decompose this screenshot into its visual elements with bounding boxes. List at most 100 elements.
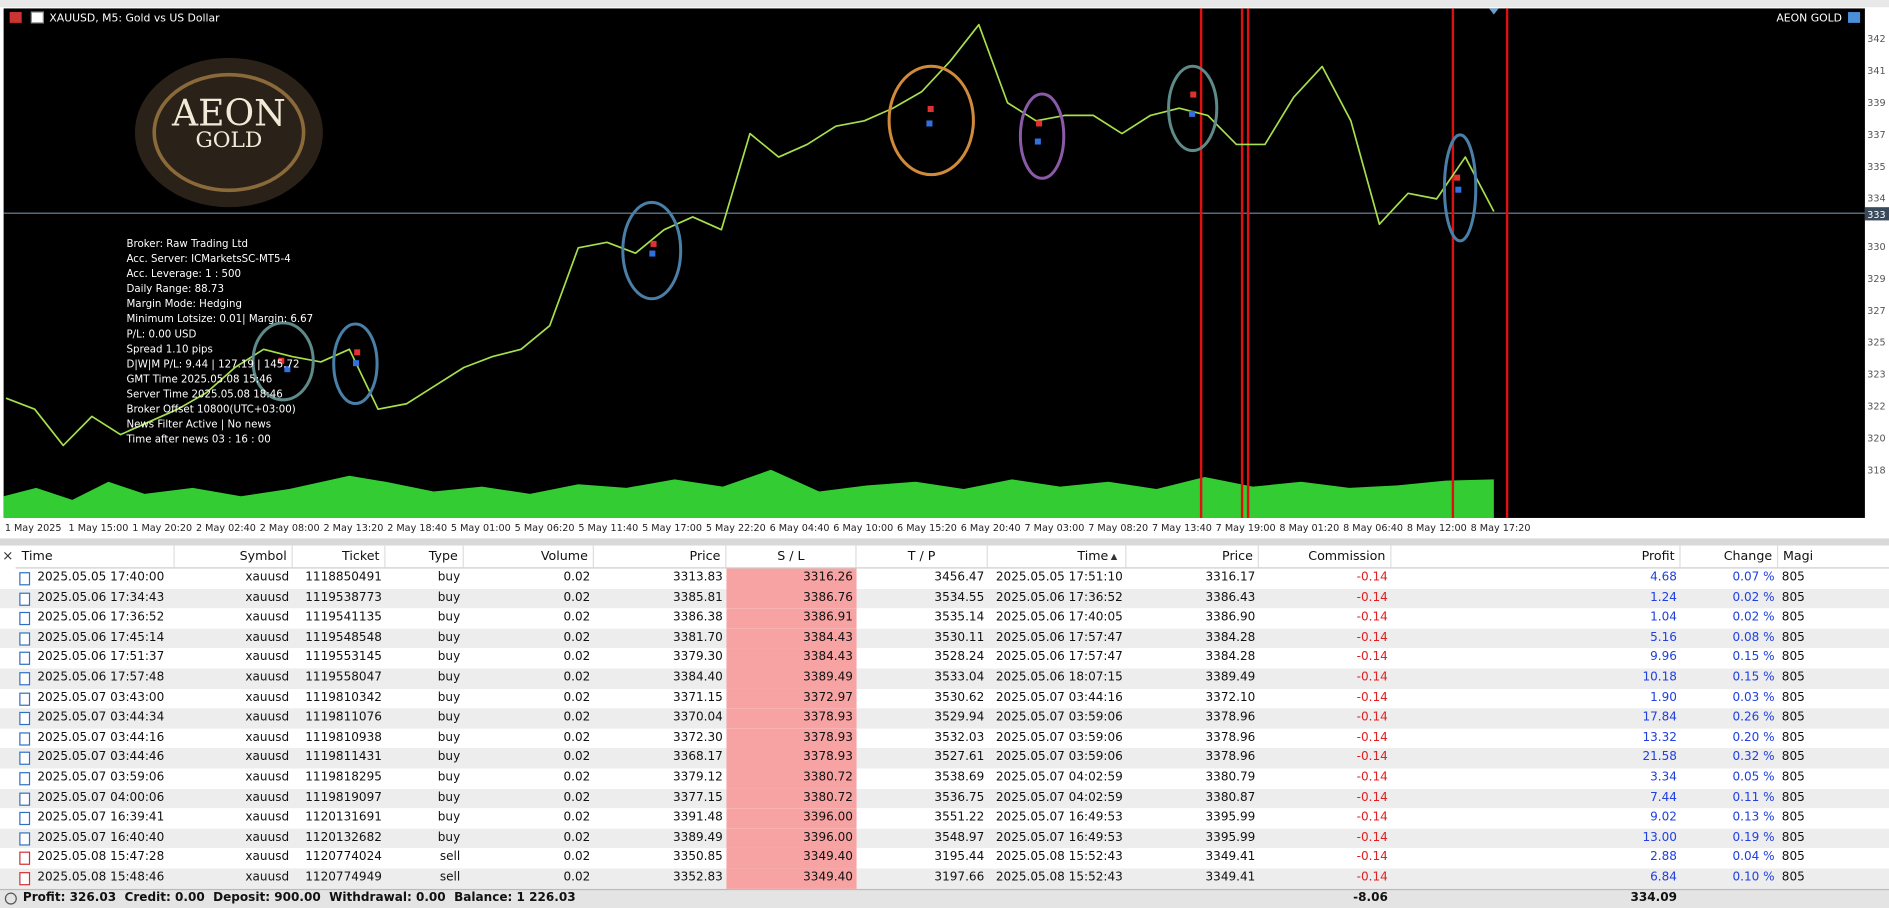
trade-row[interactable]: 2025.05.06 17:34:43 xauusd 1119538773 buy 0.… xyxy=(0,588,1889,609)
column-header[interactable]: Price xyxy=(594,545,727,568)
table-cell: 4.68 xyxy=(1650,570,1677,585)
x-axis-label: 5 May 22:20 xyxy=(706,523,766,534)
table-cell: xauusd xyxy=(245,650,290,665)
column-header[interactable]: Volume xyxy=(464,545,594,568)
table-cell: xauusd xyxy=(245,790,290,805)
table-cell: xauusd xyxy=(245,730,290,745)
table-cell: 3378.93 xyxy=(726,708,857,729)
table-cell: xauusd xyxy=(245,690,290,705)
table-cell: buy xyxy=(437,810,461,825)
table-cell: 3530.11 xyxy=(934,630,985,645)
info-line: Acc. Leverage: 1 : 500 xyxy=(126,269,241,280)
trade-row[interactable]: 2025.05.08 15:48:46 xauusd 1120774949 sell 0… xyxy=(0,868,1889,889)
close-button[interactable]: × xyxy=(2,548,14,564)
trade-row[interactable]: 2025.05.07 03:44:46 xauusd 1119811431 buy 0.… xyxy=(0,748,1889,769)
table-cell: 3349.40 xyxy=(726,848,857,869)
trade-circle xyxy=(1018,92,1066,180)
column-header[interactable]: Price xyxy=(1126,545,1259,568)
x-axis-label: 8 May 01:20 xyxy=(1279,523,1339,534)
info-line: Time after news 03 : 16 : 00 xyxy=(125,435,270,446)
table-cell: 3316.26 xyxy=(726,568,857,589)
info-line: Broker Offset 10800(UTC+03:00) xyxy=(126,405,295,416)
table-cell: 805 xyxy=(1781,630,1805,645)
table-cell: 3377.15 xyxy=(673,790,723,805)
trade-arrow xyxy=(1190,91,1197,98)
y-axis-label: 330 xyxy=(1867,242,1885,253)
trade-row[interactable]: 2025.05.06 17:51:37 xauusd 1119553145 buy 0.… xyxy=(0,648,1889,669)
chart-icon xyxy=(30,11,44,24)
column-header[interactable]: Time xyxy=(17,545,175,568)
trade-row[interactable]: 2025.05.06 17:45:14 xauusd 1119548548 buy 0.… xyxy=(0,628,1889,649)
trade-row[interactable]: 2025.05.07 03:44:16 xauusd 1119810938 buy 0.… xyxy=(0,728,1889,749)
table-cell: 0.02 xyxy=(563,570,591,585)
table-cell: 3389.49 xyxy=(726,668,857,689)
trade-arrow xyxy=(1189,110,1196,117)
table-cell: 2025.05.07 03:59:06 xyxy=(995,730,1123,745)
column-header[interactable]: Symbol xyxy=(175,545,293,568)
trade-row[interactable]: 2025.05.07 16:39:41 xauusd 1120131691 buy 0.… xyxy=(0,808,1889,829)
table-cell: 805 xyxy=(1781,850,1805,865)
table-cell: 0.05 % xyxy=(1732,770,1775,785)
table-cell: -0.14 xyxy=(1356,610,1388,625)
y-axis-label: 320 xyxy=(1867,433,1885,444)
trade-arrow xyxy=(650,240,657,247)
trade-row[interactable]: 2025.05.07 03:59:06 xauusd 1119818295 buy 0.… xyxy=(0,768,1889,789)
x-axis-label: 7 May 03:00 xyxy=(1024,523,1084,534)
column-header[interactable]: T / P xyxy=(857,545,988,568)
table-cell: 6.84 xyxy=(1650,870,1677,885)
table-cell: 2025.05.07 04:02:59 xyxy=(995,770,1123,785)
y-axis-label: 325 xyxy=(1867,338,1885,349)
x-axis-label: 2 May 18:40 xyxy=(387,523,447,534)
table-cell: -0.14 xyxy=(1356,690,1388,705)
table-cell: 805 xyxy=(1781,750,1805,765)
trade-arrows xyxy=(278,91,1462,373)
column-header[interactable]: Type xyxy=(386,545,464,568)
column-header[interactable]: Commission xyxy=(1259,545,1392,568)
column-header[interactable]: Profit xyxy=(1391,545,1681,568)
table-cell: 3381.70 xyxy=(673,630,723,645)
table-cell: 2025.05.06 17:57:48 xyxy=(37,670,165,685)
table-cell: 1119811076 xyxy=(305,710,382,725)
trade-row[interactable]: 2025.05.08 15:47:28 xauusd 1120774024 sell 0… xyxy=(0,848,1889,869)
trade-row[interactable]: 2025.05.05 17:40:00 xauusd 1118850491 buy 0.… xyxy=(0,568,1889,589)
chart-area xyxy=(3,8,1865,518)
table-cell: 805 xyxy=(1781,810,1805,825)
trade-icon xyxy=(19,832,31,846)
x-axis-label: 2 May 08:00 xyxy=(260,523,320,534)
logo: AEON GOLD xyxy=(134,57,323,208)
y-axis-label: 323 xyxy=(1867,370,1885,381)
table-cell: 2025.05.07 04:02:59 xyxy=(995,790,1123,805)
table-cell: 3372.10 xyxy=(1205,690,1256,705)
column-header[interactable]: Ticket xyxy=(293,545,386,568)
trade-row[interactable]: 2025.05.07 03:43:00 xauusd 1119810342 buy 0.… xyxy=(0,688,1889,709)
trade-row[interactable]: 2025.05.07 16:40:40 xauusd 1120132682 buy 0.… xyxy=(0,828,1889,849)
table-cell: 805 xyxy=(1781,690,1805,705)
table-cell: -0.14 xyxy=(1356,790,1388,805)
trade-row[interactable]: 2025.05.06 17:57:48 xauusd 1119558047 buy 0.… xyxy=(0,668,1889,689)
table-cell: 1120131691 xyxy=(305,810,382,825)
table-cell: 1119558047 xyxy=(305,670,382,685)
column-header[interactable]: Magi xyxy=(1778,546,1889,568)
current-price-box xyxy=(1864,207,1889,221)
trade-icon xyxy=(19,672,31,686)
trade-arrow xyxy=(284,366,291,373)
table-cell: 0.32 % xyxy=(1732,750,1775,765)
x-axis-label: 6 May 20:40 xyxy=(961,523,1021,534)
table-cell: 1119538773 xyxy=(305,590,382,605)
trade-icon xyxy=(19,572,31,586)
column-header[interactable]: Change xyxy=(1681,545,1779,568)
trade-row[interactable]: 2025.05.07 04:00:06 xauusd 1119819097 buy 0.… xyxy=(0,788,1889,809)
trade-icon xyxy=(19,632,31,646)
trade-row[interactable]: 2025.05.07 03:44:34 xauusd 1119811076 buy 0.… xyxy=(0,708,1889,729)
column-header[interactable]: S / L xyxy=(726,545,857,568)
column-header[interactable]: Time xyxy=(988,545,1127,568)
trade-row[interactable]: 2025.05.06 17:36:52 xauusd 1119541135 buy 0.… xyxy=(0,608,1889,629)
table-cell: xauusd xyxy=(245,750,290,765)
info-line: Margin Mode: Hedging xyxy=(126,299,241,310)
info-line: Daily Range: 88.73 xyxy=(126,284,223,295)
table-cell: 1119810938 xyxy=(305,730,382,745)
trade-icon xyxy=(19,692,31,706)
table-cell: 3456.47 xyxy=(934,570,985,585)
table-cell: 10.18 xyxy=(1642,670,1677,685)
